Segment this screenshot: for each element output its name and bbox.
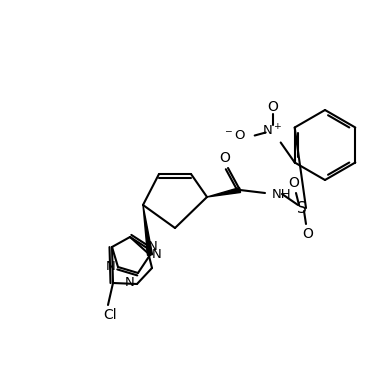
Text: O: O <box>267 99 278 114</box>
Text: N: N <box>106 260 116 273</box>
Text: N: N <box>152 247 162 260</box>
Text: $^-$O: $^-$O <box>223 129 247 142</box>
Text: O: O <box>289 176 299 190</box>
Text: N: N <box>148 240 158 253</box>
Text: NH: NH <box>272 187 292 200</box>
Text: O: O <box>219 151 230 165</box>
Polygon shape <box>143 205 153 255</box>
Text: N$^+$: N$^+$ <box>262 123 283 138</box>
Text: N: N <box>125 276 135 289</box>
Polygon shape <box>207 188 241 197</box>
Text: O: O <box>302 227 314 241</box>
Text: Cl: Cl <box>103 308 117 322</box>
Text: S: S <box>297 200 307 216</box>
